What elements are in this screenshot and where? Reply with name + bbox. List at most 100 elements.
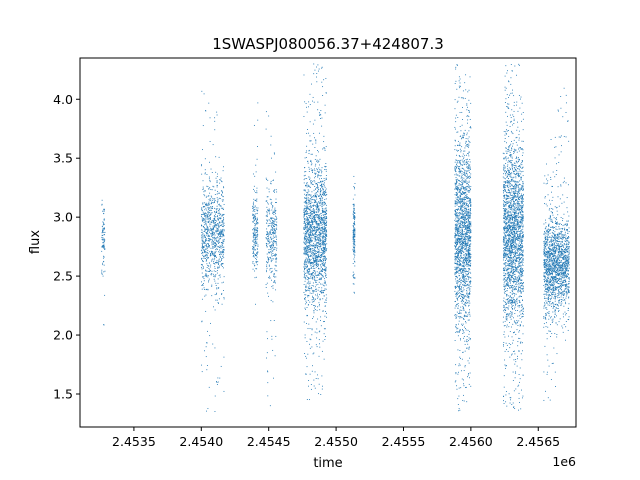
data-point [469,268,470,270]
data-point [303,189,305,191]
data-point [315,255,316,257]
data-point [468,190,470,192]
data-point [312,265,314,267]
data-point [267,371,269,373]
data-point [202,180,204,182]
data-point [204,295,206,297]
data-point [267,179,269,181]
data-point [462,330,464,332]
data-point [304,237,306,239]
data-point [305,233,307,235]
data-point [252,253,254,254]
data-point [253,198,255,200]
data-point [272,222,274,224]
data-point [461,247,463,249]
data-point [257,248,259,250]
data-point [205,273,207,275]
data-point [311,219,313,221]
data-point [464,268,466,269]
data-point [316,295,318,297]
data-point [266,231,268,233]
data-point [323,208,325,210]
data-point [470,213,472,214]
data-point [353,203,355,205]
data-point [459,242,461,244]
data-point [268,222,270,224]
data-point [215,222,216,224]
data-point [323,244,325,246]
data-point [255,261,257,263]
data-point [274,207,276,209]
data-point [465,233,467,234]
data-point [303,74,305,76]
data-point [214,411,216,412]
data-point [354,218,355,220]
data-point [458,206,460,208]
data-point [458,202,460,204]
data-point [318,201,320,203]
data-point [271,238,273,240]
data-point [353,239,355,241]
data-point [310,388,312,390]
data-point [470,210,472,212]
data-point [267,258,269,260]
data-point [313,385,315,387]
data-point [221,181,223,183]
data-point [353,273,355,275]
data-point [313,244,315,246]
data-point [256,217,258,219]
data-point [306,289,308,291]
data-point [208,228,210,230]
data-point [201,298,203,300]
data-point [469,175,471,177]
data-point [206,234,208,236]
data-point [211,240,213,242]
data-point [315,344,317,346]
data-point [312,266,314,267]
data-point [469,260,471,262]
data-point [319,164,321,166]
data-point [318,259,320,261]
data-point [212,228,213,230]
data-point [272,244,274,246]
data-point [319,158,321,160]
data-point [214,226,215,228]
data-point [315,192,317,194]
data-point [102,210,104,212]
data-point [309,213,311,214]
data-point [315,260,317,262]
data-point [253,231,255,233]
data-point [216,288,218,290]
data-point [306,289,308,291]
data-point [203,249,205,251]
data-point [214,347,216,349]
data-point [469,276,471,278]
data-point [461,268,462,270]
data-point [209,231,211,233]
data-point [454,213,456,215]
data-point [219,377,221,379]
data-point [201,272,203,274]
data-point [460,192,462,194]
data-point [323,228,325,230]
data-point [458,331,460,333]
data-point [204,235,206,237]
data-point [314,172,316,174]
data-point [271,224,273,226]
data-point [313,297,315,299]
data-point [326,194,328,196]
data-point [252,250,254,252]
data-point [354,260,355,262]
data-point [324,256,326,258]
data-point [222,192,223,194]
data-point [466,225,468,227]
data-point [465,258,467,260]
data-point [458,191,460,193]
data-point [468,214,470,216]
data-point [318,175,320,177]
data-point [311,241,313,243]
data-point [470,205,471,207]
data-point [460,130,462,132]
data-point [457,280,459,282]
data-point [456,388,458,390]
